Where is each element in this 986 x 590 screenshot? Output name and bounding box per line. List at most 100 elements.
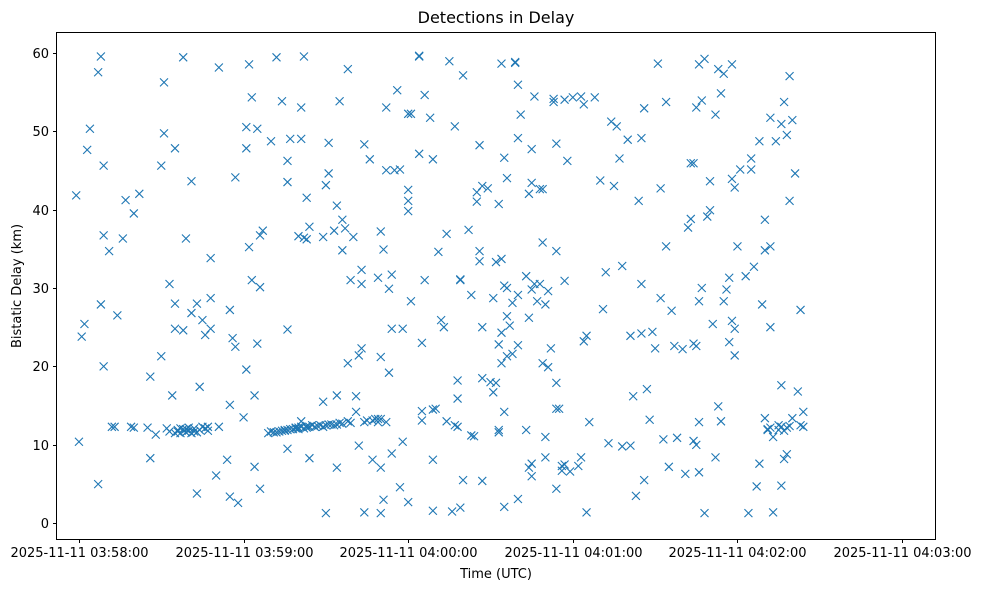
data-point <box>250 462 259 472</box>
data-point <box>560 460 569 469</box>
data-point <box>93 67 103 77</box>
data-point <box>672 433 682 443</box>
data-point <box>428 154 438 164</box>
data-point <box>576 453 586 462</box>
data-point <box>785 71 794 81</box>
data-point <box>475 246 484 256</box>
data-point <box>508 298 517 308</box>
data-point <box>606 117 616 127</box>
data-point <box>373 273 383 283</box>
data-point <box>472 187 482 197</box>
data-point <box>499 153 509 163</box>
data-point <box>724 273 734 283</box>
data-point <box>74 437 84 447</box>
data-point <box>272 52 281 62</box>
data-point <box>560 95 569 105</box>
data-point <box>118 234 128 243</box>
data-point <box>639 103 649 113</box>
y-tick-label: 50 <box>32 125 49 140</box>
data-point <box>335 96 344 106</box>
data-point <box>112 311 122 320</box>
data-point <box>291 423 301 433</box>
data-point <box>214 422 224 432</box>
data-point <box>510 58 520 68</box>
data-point <box>247 92 257 102</box>
data-point <box>181 234 191 243</box>
data-point <box>357 265 366 275</box>
x-axis-ticks: 2025-11-11 03:58:00 2025-11-11 03:59:00 20… <box>10 539 972 561</box>
data-point <box>458 475 468 485</box>
data-point <box>683 223 693 232</box>
data-point <box>351 391 361 401</box>
data-point <box>650 343 660 353</box>
data-point <box>667 306 676 316</box>
x-axis-label: Time (UTC) <box>459 567 532 582</box>
data-point <box>661 97 671 107</box>
data-point <box>447 507 457 516</box>
data-point <box>368 416 377 425</box>
data-point <box>439 322 449 332</box>
data-point <box>776 119 786 129</box>
data-point <box>609 181 619 191</box>
data-point <box>403 206 413 216</box>
data-point <box>283 325 292 334</box>
data-point <box>241 122 251 132</box>
data-point <box>746 154 756 163</box>
data-point <box>689 436 698 446</box>
data-point <box>156 161 166 170</box>
data-point <box>700 508 709 518</box>
data-point <box>420 90 430 100</box>
data-point <box>540 453 550 462</box>
data-point <box>348 232 358 242</box>
y-tick-label: 40 <box>32 204 49 219</box>
data-point <box>669 341 679 351</box>
data-point <box>494 425 504 435</box>
data-point <box>771 136 781 146</box>
data-point <box>321 508 331 518</box>
data-point <box>686 158 696 168</box>
data-point <box>749 262 759 272</box>
data-point <box>453 422 462 432</box>
data-point <box>104 246 114 256</box>
data-point <box>170 143 180 153</box>
data-point <box>318 232 328 242</box>
data-point <box>727 316 737 326</box>
data-point <box>99 161 109 170</box>
data-point <box>604 438 613 448</box>
data-point <box>540 300 550 309</box>
data-point <box>403 497 413 507</box>
data-point <box>686 214 696 224</box>
data-point <box>700 54 709 64</box>
data-point <box>159 129 169 138</box>
data-point <box>455 274 465 284</box>
data-point <box>694 417 704 427</box>
data-point <box>387 324 397 334</box>
y-tick-label: 30 <box>32 282 49 297</box>
data-point <box>510 57 520 67</box>
data-point <box>713 64 723 74</box>
data-point <box>96 300 106 309</box>
data-point <box>324 169 334 178</box>
plot-frame <box>56 32 936 540</box>
data-point <box>491 257 501 267</box>
data-point <box>359 417 369 427</box>
data-point <box>214 63 224 72</box>
data-point <box>192 299 202 309</box>
data-point <box>656 183 666 193</box>
data-point <box>252 124 262 134</box>
x-tick-label: 2025-11-11 03:58:00 <box>10 546 148 561</box>
data-point <box>573 461 583 471</box>
data-point <box>354 441 364 451</box>
data-point <box>453 376 462 385</box>
data-point <box>428 455 438 465</box>
data-point <box>494 340 504 349</box>
data-point <box>757 300 767 309</box>
data-point <box>508 349 517 359</box>
data-point <box>697 96 707 105</box>
data-point <box>143 423 152 432</box>
data-point <box>691 341 701 351</box>
data-point <box>206 293 216 303</box>
data-point <box>343 416 353 426</box>
data-point <box>565 467 575 476</box>
